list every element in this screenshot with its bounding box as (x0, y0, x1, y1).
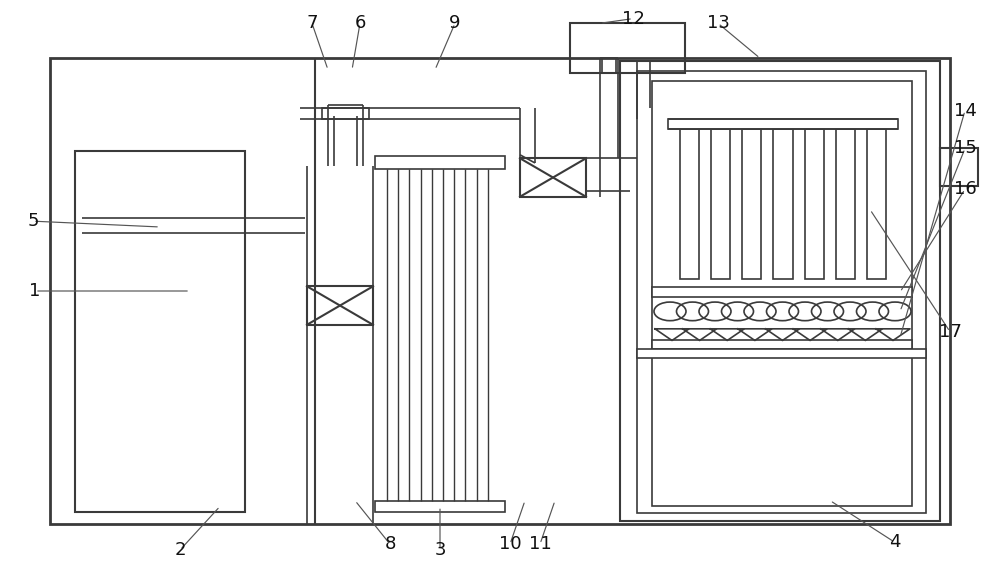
Bar (375, 156, 505, 169)
Text: 6: 6 (354, 15, 366, 32)
Text: 12: 12 (622, 10, 644, 27)
Bar (570, 23, 685, 73)
Text: 8: 8 (384, 535, 396, 553)
Bar (50, 58, 950, 524)
Text: 5: 5 (27, 212, 39, 230)
Bar (867, 129, 886, 279)
Bar (742, 129, 761, 279)
Bar (307, 286, 373, 325)
Bar (711, 129, 730, 279)
Bar (620, 61, 940, 521)
Bar (668, 119, 898, 129)
Text: 11: 11 (529, 535, 551, 553)
Text: 13: 13 (707, 15, 729, 32)
Bar (836, 129, 855, 279)
Text: 10: 10 (499, 535, 521, 553)
Text: 17: 17 (939, 323, 961, 340)
Bar (773, 129, 793, 279)
Text: 7: 7 (306, 15, 318, 32)
Text: 1: 1 (29, 282, 41, 300)
Bar (652, 81, 912, 506)
Bar (652, 287, 912, 297)
Bar (637, 71, 926, 513)
Bar (322, 108, 369, 119)
Bar (652, 340, 912, 349)
Bar (75, 151, 245, 512)
Bar (680, 129, 699, 279)
Bar (375, 501, 505, 512)
Bar (940, 148, 978, 186)
Text: 2: 2 (174, 541, 186, 559)
Text: 16: 16 (954, 180, 976, 198)
Text: 3: 3 (434, 541, 446, 559)
Text: 4: 4 (889, 534, 901, 551)
Bar (520, 158, 586, 197)
Bar (805, 129, 824, 279)
Text: 15: 15 (954, 140, 976, 157)
Text: 9: 9 (449, 15, 461, 32)
Text: 14: 14 (954, 102, 976, 119)
Bar (637, 349, 926, 358)
